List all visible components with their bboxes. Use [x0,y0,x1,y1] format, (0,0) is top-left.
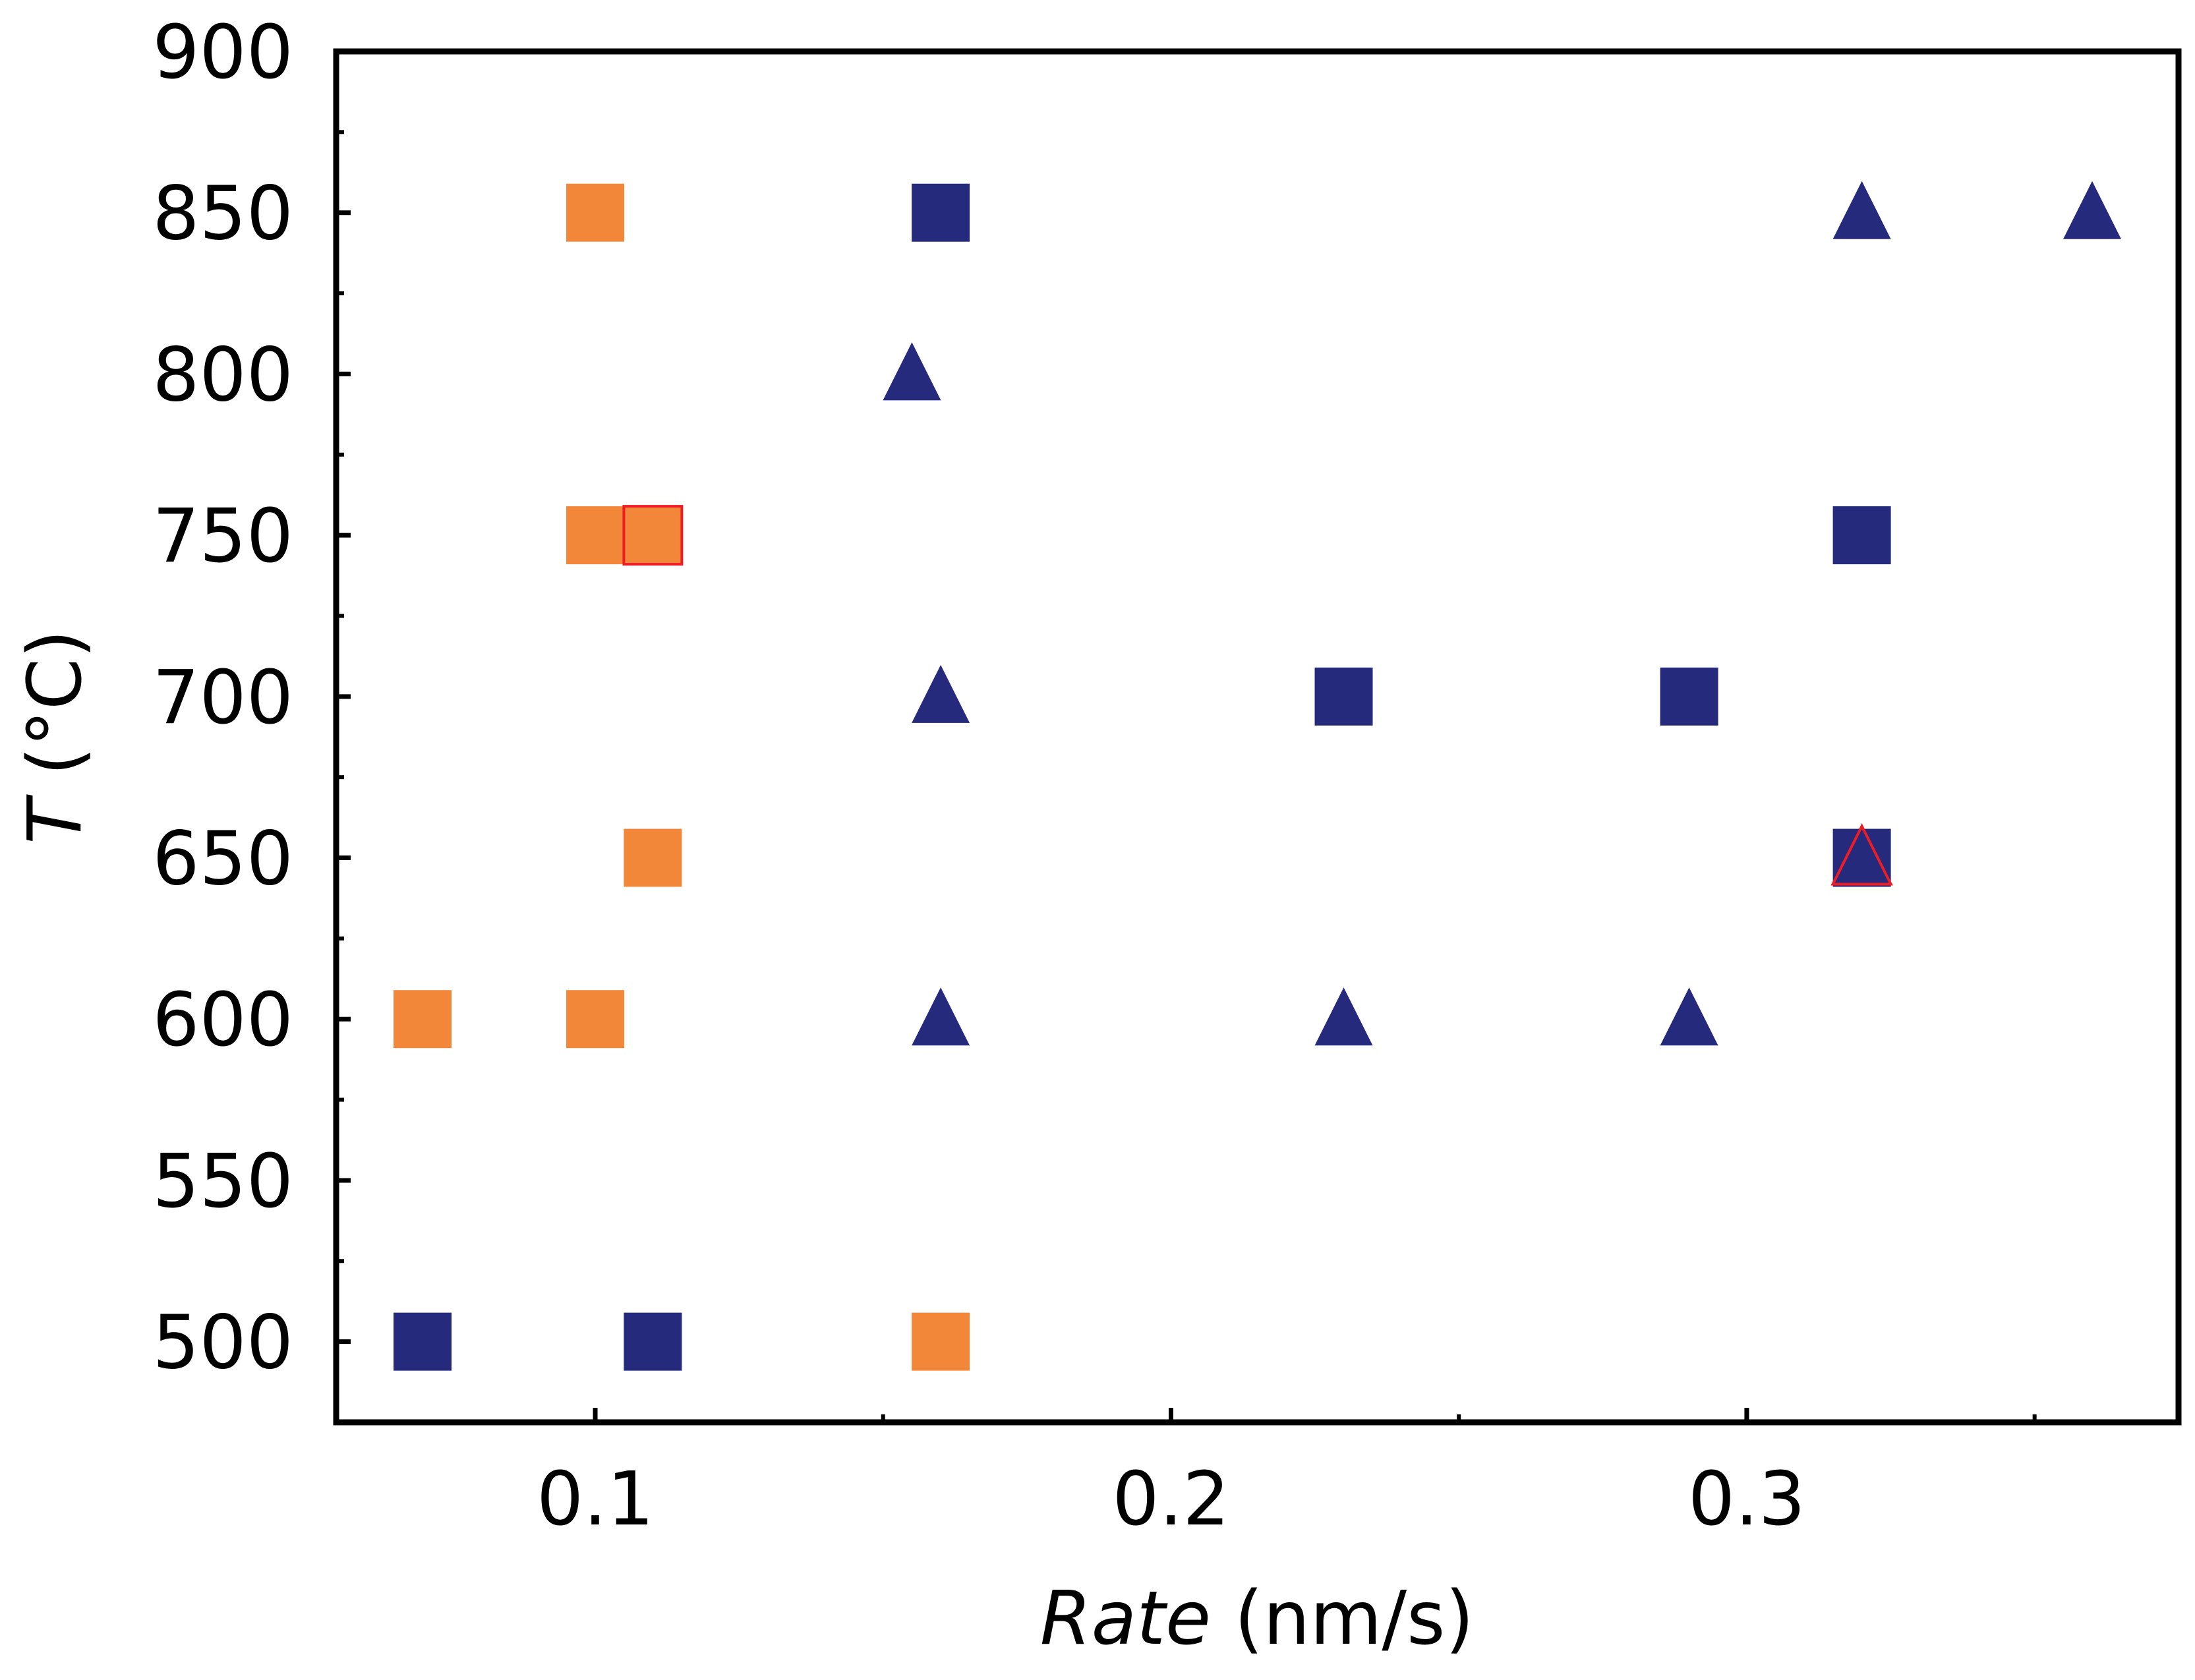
scatter-point-triangle [2063,181,2121,239]
scatter-point-square [1832,828,1891,887]
x-tick-label: 0.2 [1112,1457,1229,1542]
series-navy-triangles [883,181,2121,1046]
scatter-point-square [1660,667,1718,726]
y-tick-label: 700 [152,655,293,741]
scatter-point-square [566,506,625,565]
y-tick-label: 850 [152,171,293,257]
scatter-point-triangle [912,987,970,1046]
tick-labels: 0.1 0.2 0.3 500 550 600 650 700 750 800 850 900 [152,10,1805,1542]
scatter-point-square [624,1312,682,1371]
y-tick-label: 550 [152,1139,293,1225]
scatter-point-square [624,828,682,887]
data-points [394,181,2121,1371]
y-tick-label: 650 [152,817,293,902]
series-orange-squares [394,183,970,1371]
scatter-point-triangle-open [1830,823,1893,886]
scatter-point-square [622,505,684,566]
y-axis-title: T (°C) [13,629,98,844]
plot-frame [333,48,2182,1426]
scatter-point-triangle [912,664,970,723]
y-tick-label: 750 [152,494,293,579]
x-tick-label: 0.3 [1688,1457,1805,1542]
scatter-point-triangle [883,342,941,401]
scatter-point-square [912,1312,970,1371]
scatter-point-square [1314,667,1373,726]
y-tick-label: 900 [152,10,293,96]
x-axis-title-italic: Rate [1040,1576,1211,1662]
scatter-point-square [566,183,625,242]
scatter-point-square [912,183,970,242]
y-axis-title-italic: T [13,794,98,844]
x-axis-title: Rate (nm/s) [1040,1576,1474,1662]
series-navy-squares [394,183,1891,1371]
scatter-point-square [1832,506,1891,565]
x-tick-label: 0.1 [537,1457,654,1542]
series-highlighted-open-triangle [1830,823,1893,886]
scatter-point-triangle [1660,987,1718,1046]
y-tick-label: 600 [152,977,293,1063]
y-tick-label: 800 [152,332,293,418]
y-tick-label: 500 [152,1300,293,1386]
scatter-point-square [394,1312,452,1371]
scatter-point-triangle [1314,987,1373,1046]
scatter-point-triangle [1832,181,1891,239]
series-highlighted-orange-square [622,505,684,566]
y-axis-title-unit: (°C) [13,629,98,799]
scatter-point-square [566,990,625,1049]
scatter-point-square [394,990,452,1049]
x-axis-title-unit: (nm/s) [1211,1576,1474,1662]
